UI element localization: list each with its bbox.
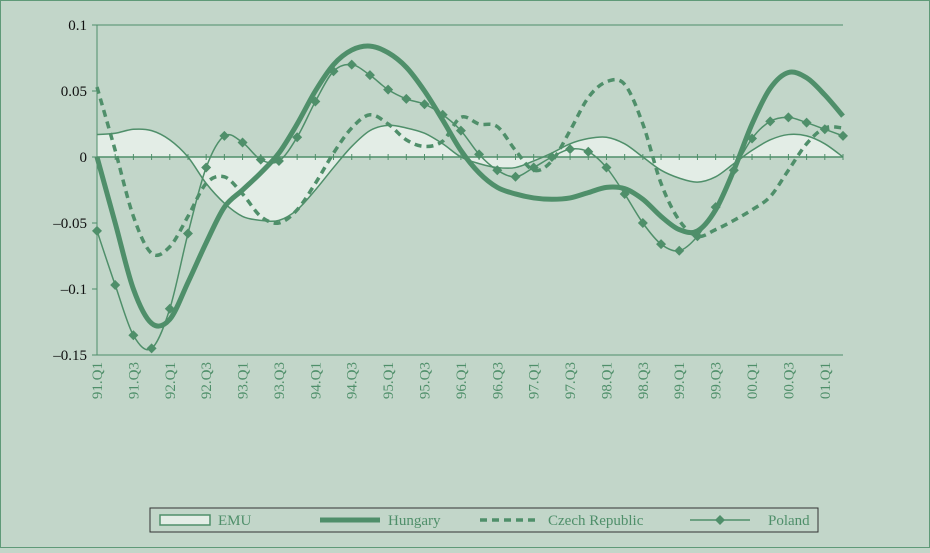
legend-swatch	[159, 514, 211, 526]
y-tick-label: –0.1	[60, 282, 87, 298]
marker	[164, 303, 175, 314]
x-tick-label: 93.Q3	[272, 362, 288, 399]
marker	[565, 144, 576, 155]
x-tick-label: 00.Q1	[745, 362, 761, 399]
marker	[146, 343, 157, 354]
marker	[838, 130, 848, 141]
marker	[474, 149, 485, 160]
marker	[237, 137, 248, 148]
marker	[346, 59, 357, 70]
marker	[637, 218, 648, 228]
marker	[128, 330, 139, 341]
marker	[201, 162, 212, 173]
marker	[656, 239, 667, 250]
x-tick-label: 96.Q3	[490, 362, 506, 399]
marker	[364, 70, 375, 81]
y-tick-label: 0.05	[61, 84, 87, 100]
marker	[546, 152, 557, 162]
legend-label: Poland	[768, 513, 810, 529]
x-tick-label: 91.Q3	[126, 362, 142, 399]
marker	[601, 162, 612, 173]
x-tick-label: 98.Q1	[599, 362, 615, 399]
legend-label: EMU	[218, 513, 252, 529]
y-tick-label: –0.05	[52, 216, 87, 232]
marker	[747, 133, 758, 144]
x-tick-label: 01.Q1	[818, 362, 834, 399]
marker	[328, 66, 339, 77]
marker	[273, 155, 284, 166]
x-tick-label: 97.Q1	[527, 362, 543, 399]
marker	[710, 202, 721, 213]
marker	[92, 225, 102, 236]
marker	[292, 132, 303, 143]
marker	[801, 117, 812, 128]
x-tick-label: 95.Q3	[418, 362, 434, 399]
legend-marker	[715, 515, 725, 525]
marker	[765, 116, 776, 127]
marker	[583, 146, 594, 157]
marker	[310, 96, 321, 107]
x-tick-label: 99.Q1	[672, 362, 688, 399]
y-tick-label: –0.15	[52, 348, 87, 364]
marker	[110, 280, 121, 291]
x-tick-label: 98.Q3	[636, 362, 652, 399]
marker	[219, 130, 230, 141]
x-tick-label: 00.Q3	[781, 362, 797, 399]
x-tick-label: 91.Q1	[90, 362, 106, 399]
marker	[692, 231, 703, 242]
x-tick-label: 95.Q1	[381, 362, 397, 399]
marker	[383, 84, 394, 95]
marker	[619, 188, 630, 199]
legend-label: Hungary	[388, 513, 441, 529]
y-tick-label: 0	[80, 150, 88, 166]
marker	[437, 109, 448, 120]
marker	[728, 165, 739, 176]
marker	[255, 154, 266, 165]
emu-area	[97, 125, 843, 222]
x-tick-label: 96.Q1	[454, 362, 470, 399]
x-tick-label: 93.Q1	[236, 362, 252, 399]
x-tick-label: 92.Q1	[163, 362, 179, 399]
legend-label: Czech Republic	[548, 513, 644, 529]
x-tick-label: 99.Q3	[709, 362, 725, 399]
marker	[528, 162, 539, 173]
marker	[182, 228, 193, 239]
marker	[455, 125, 466, 136]
x-tick-label: 94.Q3	[345, 362, 361, 399]
marker	[510, 171, 521, 182]
marker	[674, 245, 685, 256]
x-tick-label: 92.Q3	[199, 362, 215, 399]
y-tick-label: 0.1	[68, 18, 87, 34]
marker	[419, 99, 430, 110]
marker	[401, 93, 412, 104]
x-tick-label: 97.Q3	[563, 362, 579, 399]
marker	[783, 112, 794, 123]
marker	[492, 165, 503, 176]
marker	[819, 124, 830, 135]
series-line	[95, 77, 844, 258]
x-tick-label: 94.Q1	[308, 362, 324, 399]
